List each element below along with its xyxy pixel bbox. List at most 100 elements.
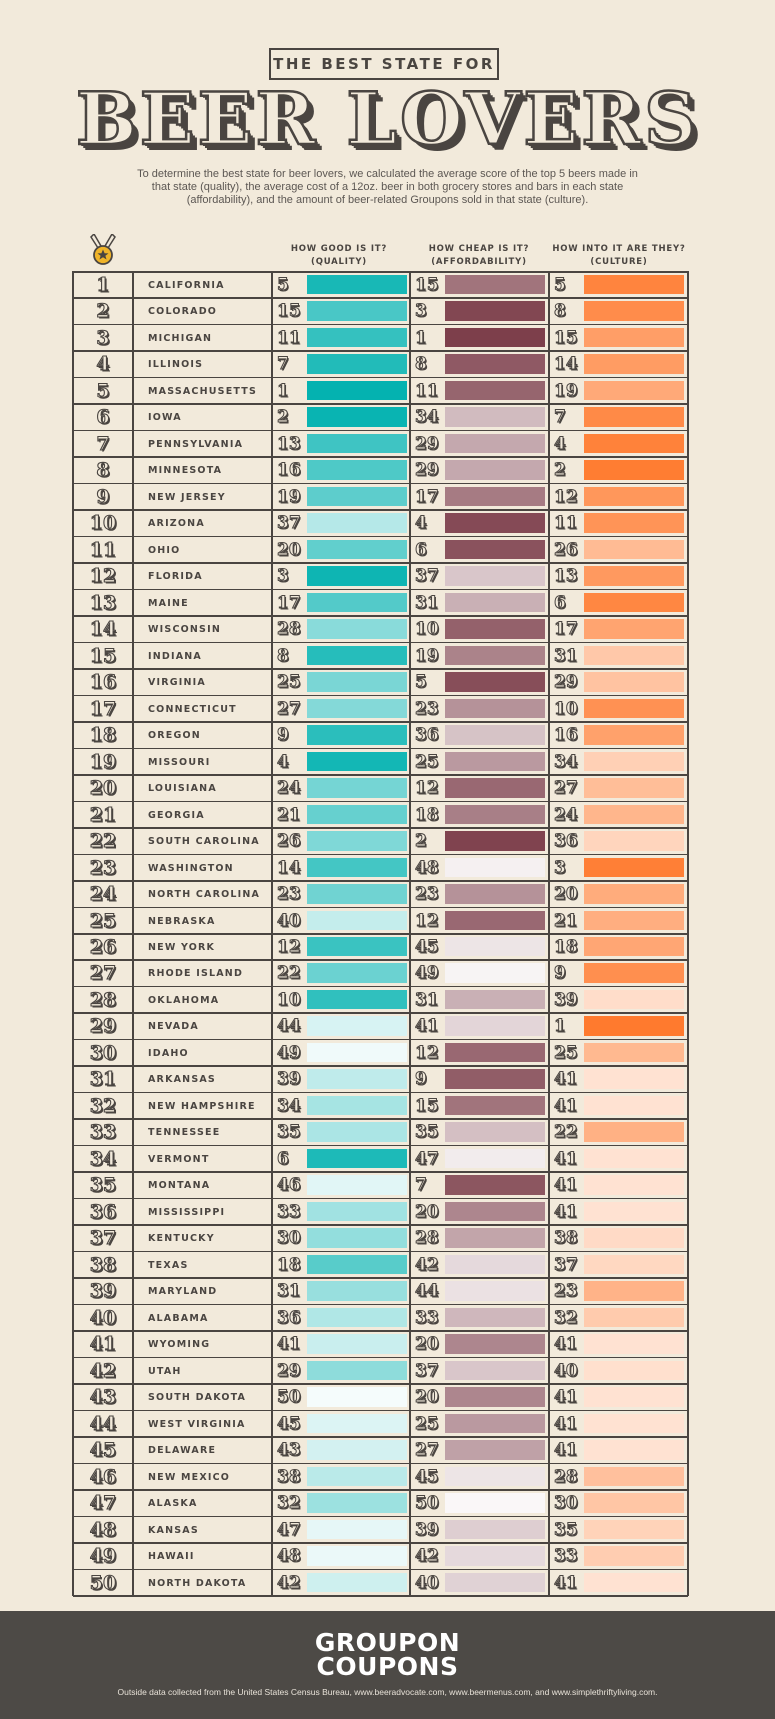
quality-score: 35 [277, 1122, 302, 1143]
rank-number: 31 [89, 1068, 117, 1091]
affordability-bar [445, 1281, 545, 1301]
quality-score: 46 [277, 1175, 302, 1196]
quality-score: 7 [277, 354, 290, 375]
state-name: NORTH DAKOTA [148, 1577, 247, 1589]
culture-bar [584, 354, 684, 374]
quality-score: 36 [277, 1307, 302, 1328]
culture-bar [584, 1546, 684, 1566]
affordability-bar [445, 592, 545, 613]
rank-number: 13 [89, 591, 117, 614]
affordability-score: 11 [415, 380, 440, 401]
rank-number: 15 [89, 644, 117, 667]
row-divider [73, 323, 688, 326]
state-name: GEORGIA [148, 809, 205, 821]
affordability-score: 5 [415, 672, 428, 693]
culture-bar [584, 460, 684, 480]
rank-number: 48 [89, 1518, 117, 1541]
quality-score: 43 [277, 1440, 302, 1461]
affordability-score: 4 [415, 513, 428, 534]
quality-score: 41 [277, 1334, 302, 1355]
quality-score: 6 [277, 1148, 290, 1169]
culture-score: 41 [554, 1201, 579, 1222]
quality-score: 27 [277, 698, 302, 719]
quality-bar [307, 1572, 407, 1592]
affordability-score: 48 [415, 857, 440, 878]
state-name: WISCONSIN [148, 624, 221, 636]
affordability-bar [445, 831, 545, 851]
state-name: VERMONT [148, 1153, 210, 1165]
affordability-score: 15 [415, 1095, 440, 1116]
row-divider [73, 456, 688, 458]
state-name: MISSOURI [148, 756, 211, 768]
quality-score: 17 [277, 592, 302, 613]
row-divider [73, 1462, 688, 1465]
affordability-score: 20 [415, 1387, 440, 1408]
state-name: SOUTH CAROLINA [148, 836, 260, 848]
culture-score: 30 [554, 1493, 579, 1514]
quality-score: 47 [277, 1519, 302, 1540]
page-title: BEER LOVERS [75, 75, 700, 163]
culture-score: 19 [554, 380, 579, 401]
affordability-score: 10 [415, 619, 440, 640]
rank-number: 2 [96, 300, 110, 323]
culture-score: 7 [554, 407, 567, 428]
quality-score: 14 [277, 857, 302, 878]
affordability-bar [445, 380, 545, 401]
culture-bar [584, 1016, 684, 1036]
culture-bar [584, 1360, 684, 1381]
quality-bar [307, 1281, 407, 1301]
row-divider [73, 1144, 688, 1147]
quality-score: 29 [277, 1360, 302, 1381]
row-divider [73, 774, 688, 776]
culture-score: 41 [554, 1148, 579, 1169]
state-name: OHIO [148, 544, 181, 556]
state-name: LOUISIANA [148, 783, 217, 795]
state-name: NEVADA [148, 1021, 199, 1033]
rank-number: 14 [89, 618, 117, 641]
culture-score: 23 [554, 1281, 579, 1302]
quality-score: 32 [277, 1493, 302, 1514]
affordability-bar [445, 1175, 545, 1195]
culture-bar [584, 1042, 684, 1063]
culture-score: 25 [554, 1042, 579, 1063]
state-name: MAINE [148, 597, 189, 609]
culture-bar [584, 1148, 684, 1169]
culture-score: 41 [554, 1572, 579, 1593]
state-name: PENNSYLVANIA [148, 438, 244, 450]
culture-score: 41 [554, 1334, 579, 1355]
rank-number: 32 [89, 1094, 117, 1117]
quality-score: 37 [277, 513, 302, 534]
row-divider [73, 482, 688, 485]
rank-number: 24 [89, 882, 117, 906]
quality-bar [307, 1148, 407, 1169]
affordability-score: 36 [415, 725, 440, 746]
quality-bar [307, 1546, 407, 1566]
culture-bar [584, 407, 684, 427]
culture-score: 41 [554, 1069, 579, 1090]
quality-score: 26 [277, 831, 302, 852]
row-divider [73, 985, 688, 988]
state-name: NORTH CAROLINA [148, 889, 261, 901]
quality-bar [307, 751, 407, 772]
affordability-bar [445, 1254, 545, 1275]
row-divider [73, 853, 688, 856]
rank-number: 40 [89, 1306, 117, 1329]
rank-number: 3 [96, 326, 110, 349]
culture-bar [584, 1519, 684, 1540]
state-name: CALIFORNIA [148, 280, 225, 291]
state-name: TEXAS [148, 1259, 189, 1271]
state-name: MARYLAND [148, 1286, 218, 1298]
rank-number: 35 [89, 1174, 117, 1197]
rank-number: 46 [89, 1465, 117, 1488]
quality-bar [307, 327, 407, 348]
state-name: INDIANA [148, 650, 202, 662]
culture-bar [584, 433, 684, 454]
row-divider [73, 1197, 688, 1200]
quality-score: 39 [277, 1069, 302, 1090]
row-divider [73, 403, 688, 405]
affordability-bar [445, 910, 545, 930]
culture-column-header: HOW INTO IT ARE THEY? (CULTURE) [550, 243, 688, 269]
row-divider [73, 1515, 688, 1518]
affordability-bar [445, 1148, 545, 1169]
column-divider [72, 271, 74, 1596]
